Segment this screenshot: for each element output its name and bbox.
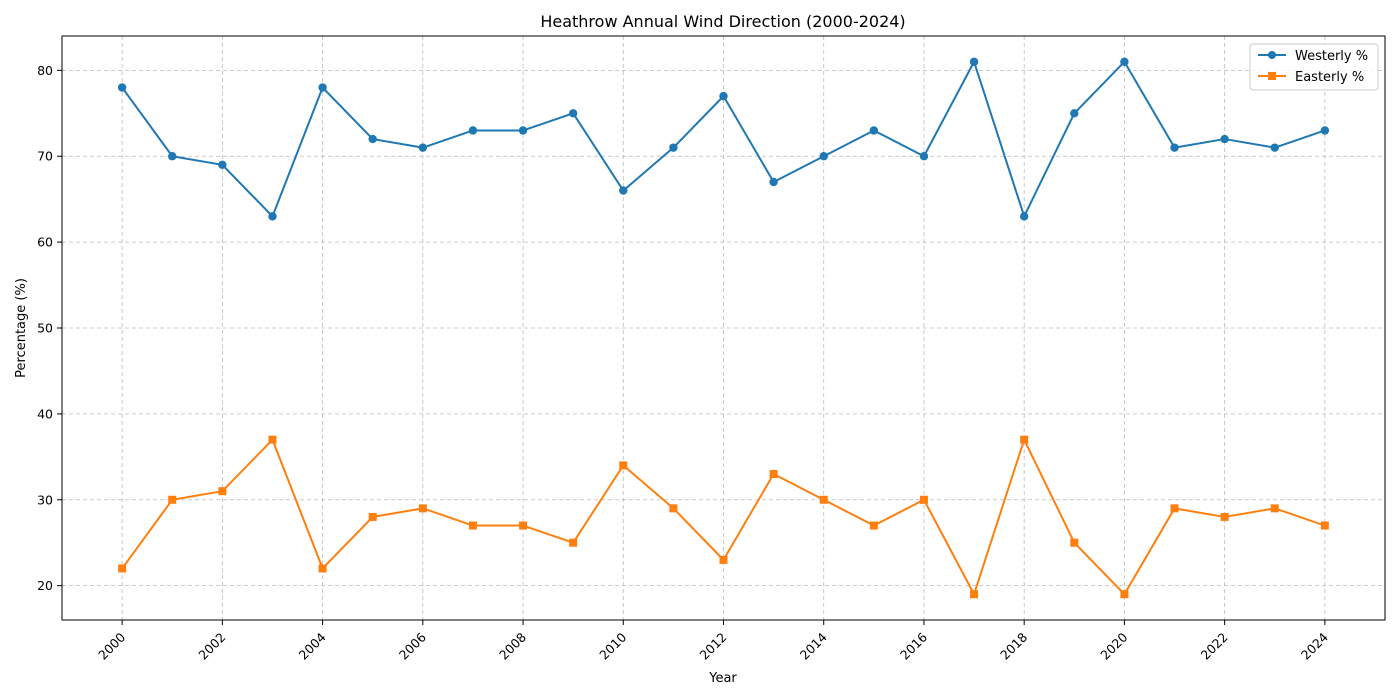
- y-tick-label: 60: [37, 235, 53, 250]
- data-point-easterly: [368, 512, 377, 521]
- y-tick-label: 70: [37, 149, 53, 164]
- legend-label-westerly: Westerly %: [1295, 49, 1368, 64]
- data-point-easterly: [569, 538, 578, 547]
- data-point-easterly: [218, 487, 227, 496]
- data-point-easterly: [869, 521, 878, 530]
- data-point-easterly: [719, 555, 728, 564]
- y-tick-label: 40: [37, 406, 53, 421]
- data-point-westerly: [318, 83, 327, 92]
- data-point-westerly: [1170, 143, 1179, 152]
- x-axis-label: Year: [708, 671, 737, 686]
- data-point-easterly: [1070, 538, 1079, 547]
- data-point-westerly: [1270, 143, 1279, 152]
- data-point-easterly: [1170, 504, 1179, 513]
- data-point-westerly: [969, 57, 979, 66]
- data-point-easterly: [819, 495, 828, 504]
- data-point-westerly: [819, 152, 828, 161]
- data-point-westerly: [168, 152, 177, 161]
- legend-label-easterly: Easterly %: [1295, 70, 1364, 85]
- legend: Westerly % Easterly %: [1249, 43, 1379, 91]
- y-tick-label: 30: [37, 492, 53, 507]
- data-point-westerly: [518, 126, 528, 135]
- data-point-easterly: [318, 564, 327, 573]
- data-point-easterly: [1120, 590, 1129, 599]
- data-point-easterly: [418, 504, 427, 513]
- y-tick-label: 80: [37, 63, 53, 78]
- y-tick-label: 20: [37, 578, 53, 593]
- chart-title: Heathrow Annual Wind Direction (2000-202…: [540, 12, 905, 31]
- data-point-westerly: [919, 152, 929, 161]
- data-point-easterly: [970, 590, 979, 599]
- data-point-easterly: [468, 521, 477, 530]
- data-point-westerly: [869, 126, 879, 135]
- data-point-westerly: [568, 109, 578, 118]
- data-point-westerly: [619, 186, 628, 195]
- data-point-westerly: [368, 134, 377, 144]
- data-point-westerly: [1120, 57, 1129, 66]
- data-point-westerly: [1220, 134, 1229, 144]
- data-point-easterly: [619, 461, 628, 470]
- data-point-westerly: [1070, 109, 1079, 118]
- data-point-easterly: [769, 470, 778, 478]
- y-axis-label: Percentage (%): [14, 278, 29, 378]
- series-layer: [117, 57, 1330, 599]
- data-point-westerly: [117, 83, 127, 92]
- data-point-westerly: [468, 126, 478, 135]
- data-point-easterly: [1220, 512, 1229, 521]
- data-point-westerly: [669, 143, 678, 152]
- grid-layer: [62, 36, 1385, 620]
- data-point-easterly: [168, 495, 177, 504]
- data-point-westerly: [1019, 212, 1029, 221]
- data-point-westerly: [1320, 126, 1330, 135]
- legend-marker-westerly: [1268, 51, 1276, 59]
- data-point-easterly: [118, 564, 127, 573]
- data-point-westerly: [719, 91, 728, 101]
- data-point-easterly: [669, 504, 678, 513]
- data-point-easterly: [1320, 521, 1329, 530]
- data-point-easterly: [919, 495, 928, 504]
- legend-marker-easterly: [1268, 72, 1276, 80]
- data-point-easterly: [519, 521, 528, 530]
- data-point-easterly: [268, 435, 277, 444]
- data-point-westerly: [218, 160, 227, 170]
- data-point-westerly: [769, 177, 778, 187]
- data-point-westerly: [268, 212, 277, 221]
- data-point-westerly: [418, 143, 428, 152]
- y-tick-label: 50: [37, 321, 53, 336]
- data-point-easterly: [1270, 504, 1279, 513]
- data-point-easterly: [1020, 435, 1029, 444]
